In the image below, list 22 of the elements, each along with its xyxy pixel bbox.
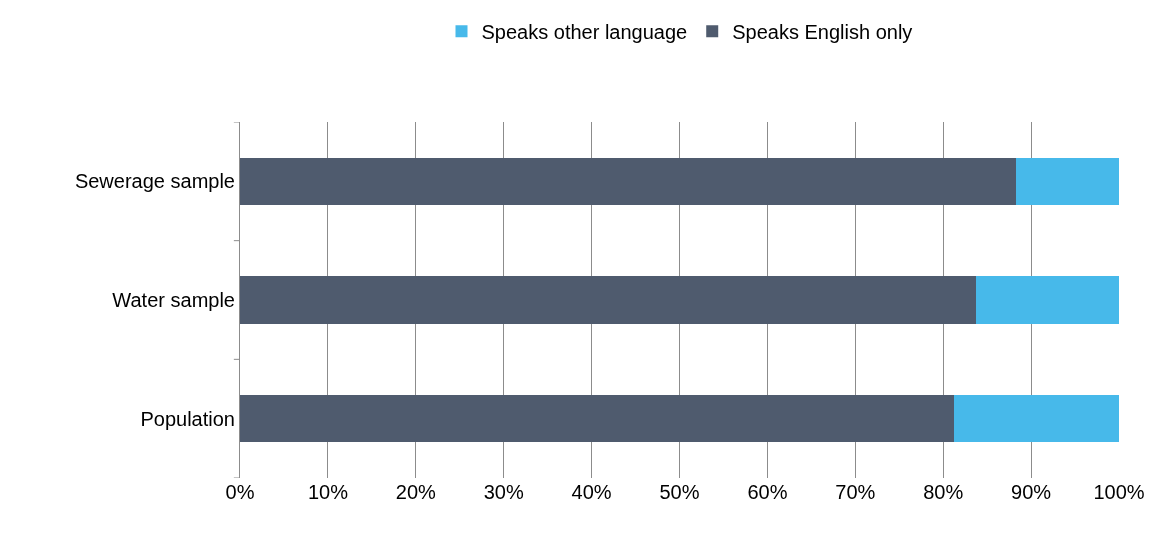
x-tick-label: 100% <box>1093 481 1145 503</box>
bar <box>953 394 1119 443</box>
y-tick-label: Sewerage sample <box>74 170 235 193</box>
x-tick-label: 30% <box>483 481 524 503</box>
x-tick-label: 50% <box>659 481 700 503</box>
bar <box>1016 157 1119 206</box>
legend-label: Speaks English only <box>732 21 913 44</box>
bar <box>240 394 954 443</box>
x-tick-label: 20% <box>395 481 437 503</box>
x-tick-label: 90% <box>1011 481 1052 503</box>
x-tick-label: 0% <box>225 481 255 503</box>
x-tick-label: 10% <box>307 481 349 503</box>
y-tick-label: Water sample <box>112 289 235 311</box>
x-tick-label: 40% <box>571 481 612 503</box>
legend-label: Speaks other language <box>481 21 688 44</box>
x-tick-label: 70% <box>835 481 876 503</box>
x-tick-label: 60% <box>747 481 788 503</box>
y-tick-label: Population <box>140 407 235 430</box>
x-tick-label: 80% <box>923 481 964 503</box>
bar <box>240 276 976 324</box>
bar <box>240 157 1017 206</box>
bar <box>975 276 1119 324</box>
